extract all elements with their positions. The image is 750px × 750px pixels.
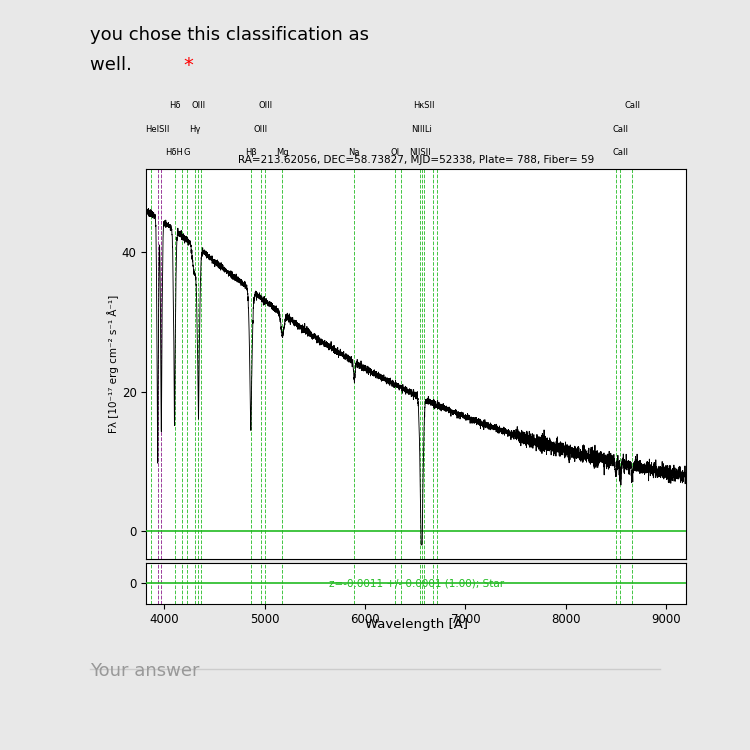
Text: z=-0.0011 +/- 0.0001 (1.00); Star: z=-0.0011 +/- 0.0001 (1.00); Star [328, 578, 504, 588]
Text: NIIILi: NIIILi [411, 124, 432, 134]
Text: HδH: HδH [166, 148, 184, 157]
Text: Hδ: Hδ [169, 101, 180, 110]
Text: *: * [184, 56, 194, 75]
Text: OI: OI [391, 148, 400, 157]
Text: Wavelength [Å]: Wavelength [Å] [364, 616, 468, 632]
Text: Mg: Mg [276, 148, 289, 157]
Text: Na: Na [349, 148, 360, 157]
Y-axis label: Fλ [10⁻¹⁷ erg cm⁻² s⁻¹ Å⁻¹]: Fλ [10⁻¹⁷ erg cm⁻² s⁻¹ Å⁻¹] [107, 295, 118, 433]
Title: RA=213.62056, DEC=58.73827, MJD=52338, Plate= 788, Fiber= 59: RA=213.62056, DEC=58.73827, MJD=52338, P… [238, 155, 594, 165]
Text: OIII: OIII [254, 124, 268, 134]
Text: Your answer: Your answer [90, 662, 200, 680]
Text: G: G [184, 148, 190, 157]
Text: CaII: CaII [612, 148, 628, 157]
Text: NIISII: NIISII [410, 148, 431, 157]
Text: OIII: OIII [191, 101, 206, 110]
Text: Hγ: Hγ [189, 124, 200, 134]
Text: HκSII: HκSII [413, 101, 434, 110]
Text: you chose this classification as: you chose this classification as [90, 26, 369, 44]
Text: well.: well. [90, 56, 143, 74]
Text: HeISII: HeISII [146, 124, 170, 134]
Text: CaII: CaII [624, 101, 640, 110]
Text: CaII: CaII [612, 124, 628, 134]
Text: Hβ: Hβ [245, 148, 256, 157]
Text: OIII: OIII [258, 101, 272, 110]
